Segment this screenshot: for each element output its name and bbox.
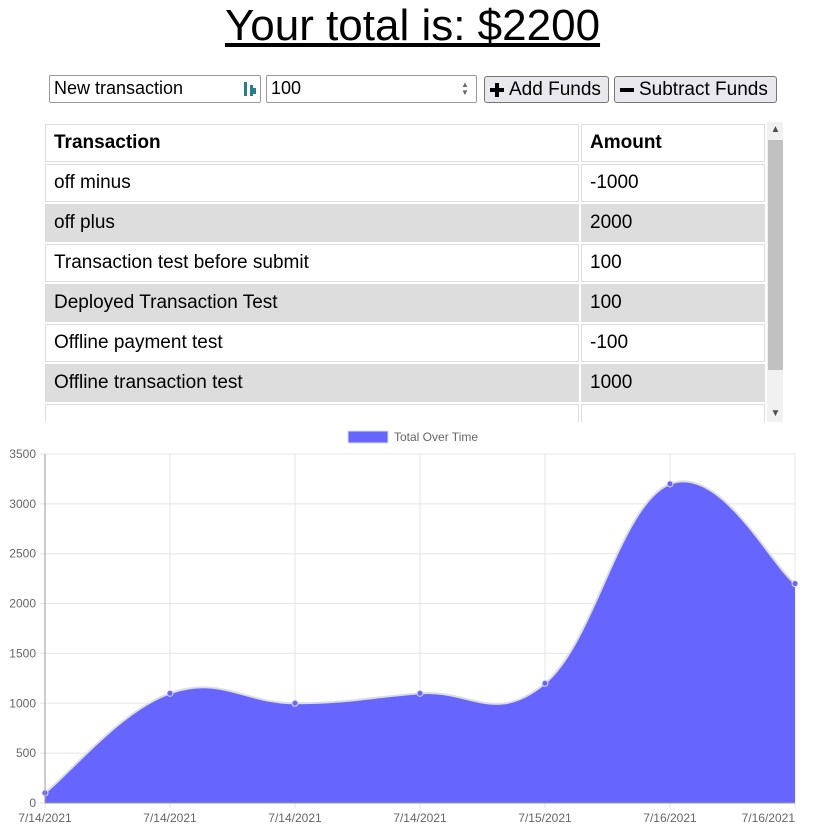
transaction-name-cell: off minus xyxy=(45,164,579,202)
transaction-name-cell: Transaction test before submit xyxy=(45,244,579,282)
x-tick-label: 7/16/2021 xyxy=(643,811,697,825)
transactions-table: Transaction Amount off minus -1000 off pl… xyxy=(43,122,767,422)
table-row: off plus 2000 xyxy=(45,204,765,242)
add-funds-label: Add Funds xyxy=(509,79,601,100)
x-tick-label: 7/14/2021 xyxy=(393,811,447,825)
add-funds-button[interactable]: Add Funds xyxy=(484,76,609,103)
column-header-transaction: Transaction xyxy=(45,124,579,162)
scrollbar-thumb[interactable] xyxy=(768,140,783,370)
legend-swatch xyxy=(347,430,389,444)
table-row: off minus -1000 xyxy=(45,164,765,202)
total-over-time-chart: 0 500 1000 1500 2000 2500 3000 3500 7/14/2021 7/1… xyxy=(9,430,799,825)
transaction-amount-cell: 100 xyxy=(581,284,765,322)
area-fill xyxy=(45,481,795,803)
transaction-name-input[interactable]: New transaction xyxy=(49,75,261,103)
transaction-name-cell: Deployed Transaction Test xyxy=(45,284,579,322)
y-tick-label: 0 xyxy=(29,796,36,810)
total-title: Your total is: $2200 xyxy=(224,1,601,50)
transaction-amount-cell: 100 xyxy=(581,244,765,282)
y-tick-label: 1500 xyxy=(9,646,36,660)
data-point xyxy=(666,480,674,488)
data-point xyxy=(166,689,174,697)
table-header-row: Transaction Amount xyxy=(45,124,765,162)
table-row: Transaction test before submit 100 xyxy=(45,244,765,282)
subtract-funds-button[interactable]: Subtract Funds xyxy=(614,76,777,103)
x-tick-label: 7/16/2021 xyxy=(742,811,796,825)
amount-input[interactable]: 100 ▲ ▼ xyxy=(266,75,477,103)
plus-icon xyxy=(490,82,504,97)
scroll-down-arrow-icon[interactable]: ▼ xyxy=(770,408,781,419)
scroll-up-arrow-icon[interactable]: ▲ xyxy=(770,124,781,135)
y-tick-label: 1000 xyxy=(9,696,36,710)
data-point xyxy=(541,679,549,687)
data-point xyxy=(291,699,299,707)
table-scrollbar[interactable]: ▲ ▼ xyxy=(767,122,783,422)
transaction-amount-cell xyxy=(581,404,765,422)
transaction-amount-cell: 1000 xyxy=(581,364,765,402)
transaction-amount-cell: -1000 xyxy=(581,164,765,202)
transaction-name-cell: Offline transaction test xyxy=(45,364,579,402)
x-tick-label: 7/14/2021 xyxy=(268,811,322,825)
x-tick-label: 7/14/2021 xyxy=(18,811,72,825)
column-header-amount: Amount xyxy=(581,124,765,162)
subtract-funds-label: Subtract Funds xyxy=(639,79,768,100)
number-spinner-icon[interactable]: ▲ ▼ xyxy=(461,80,469,97)
amount-value: 100 xyxy=(271,78,302,98)
table-row xyxy=(45,404,765,422)
transaction-name-cell: off plus xyxy=(45,204,579,242)
y-tick-label: 3000 xyxy=(9,497,36,511)
data-point xyxy=(416,689,424,697)
y-tick-label: 2000 xyxy=(9,597,36,611)
minus-icon xyxy=(620,87,634,92)
y-tick-label: 2500 xyxy=(9,547,36,561)
x-tick-label: 7/14/2021 xyxy=(143,811,197,825)
transaction-name-cell xyxy=(45,404,579,422)
password-manager-icon[interactable] xyxy=(244,82,256,96)
table-row: Offline transaction test 1000 xyxy=(45,364,765,402)
data-point xyxy=(791,580,799,588)
y-tick-label: 3500 xyxy=(9,447,36,461)
table-row: Deployed Transaction Test 100 xyxy=(45,284,765,322)
transaction-amount-cell: 2000 xyxy=(581,204,765,242)
table-row: Offline payment test -100 xyxy=(45,324,765,362)
transaction-name-value: New transaction xyxy=(54,78,184,98)
transaction-name-cell: Offline payment test xyxy=(45,324,579,362)
transactions-table-container[interactable]: Transaction Amount off minus -1000 off pl… xyxy=(43,122,783,422)
transaction-amount-cell: -100 xyxy=(581,324,765,362)
y-tick-label: 500 xyxy=(16,746,36,760)
legend-label: Total Over Time xyxy=(394,430,478,444)
x-tick-label: 7/15/2021 xyxy=(518,811,572,825)
